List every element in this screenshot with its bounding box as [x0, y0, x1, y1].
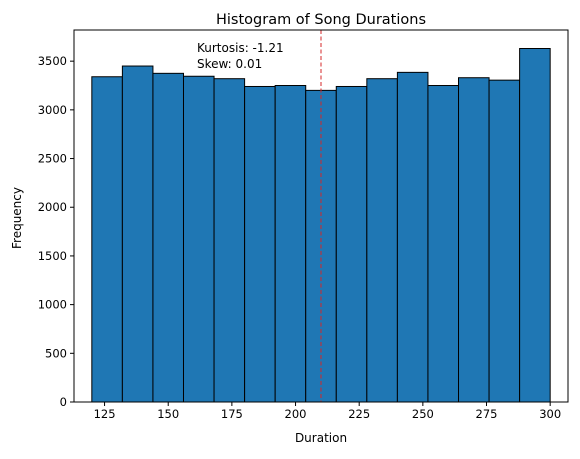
- y-tick-label-0: 0: [60, 395, 67, 409]
- histogram-bar-11: [428, 86, 459, 402]
- histogram-bar-4: [214, 79, 245, 402]
- histogram-bar-14: [520, 49, 551, 402]
- histogram-bar-13: [489, 80, 520, 402]
- y-tick-label-5: 2500: [38, 152, 67, 166]
- histogram-bar-2: [153, 73, 184, 402]
- histogram-bar-6: [275, 86, 306, 402]
- histogram-bar-5: [245, 86, 276, 402]
- histogram-bar-9: [367, 79, 398, 402]
- skew-annotation: Skew: 0.01: [197, 57, 262, 71]
- x-tick-label-3: 200: [285, 407, 307, 421]
- x-tick-label-0: 125: [94, 407, 116, 421]
- x-tick-label-5: 250: [412, 407, 434, 421]
- histogram-bar-10: [397, 72, 428, 402]
- chart-title: Histogram of Song Durations: [216, 12, 426, 28]
- x-tick-label-2: 175: [221, 407, 243, 421]
- y-axis-label: Frequency: [10, 187, 24, 249]
- x-tick-label-6: 275: [476, 407, 498, 421]
- y-tick-label-1: 500: [45, 346, 67, 360]
- histogram-bar-1: [122, 66, 153, 402]
- y-tick-label-6: 3000: [38, 103, 67, 117]
- histogram-bar-12: [459, 78, 490, 402]
- x-tick-label-7: 300: [539, 407, 561, 421]
- x-tick-label-1: 150: [157, 407, 179, 421]
- x-tick-label-4: 225: [348, 407, 370, 421]
- x-axis-label: Duration: [295, 431, 347, 445]
- y-tick-label-3: 1500: [38, 249, 67, 263]
- histogram-bar-8: [336, 86, 367, 402]
- y-tick-label-7: 3500: [38, 54, 67, 68]
- histogram-bar-0: [92, 77, 123, 402]
- y-tick-label-2: 1000: [38, 298, 67, 312]
- histogram-bar-3: [183, 76, 214, 402]
- y-tick-label-4: 2000: [38, 200, 67, 214]
- kurtosis-annotation: Kurtosis: -1.21: [197, 41, 284, 55]
